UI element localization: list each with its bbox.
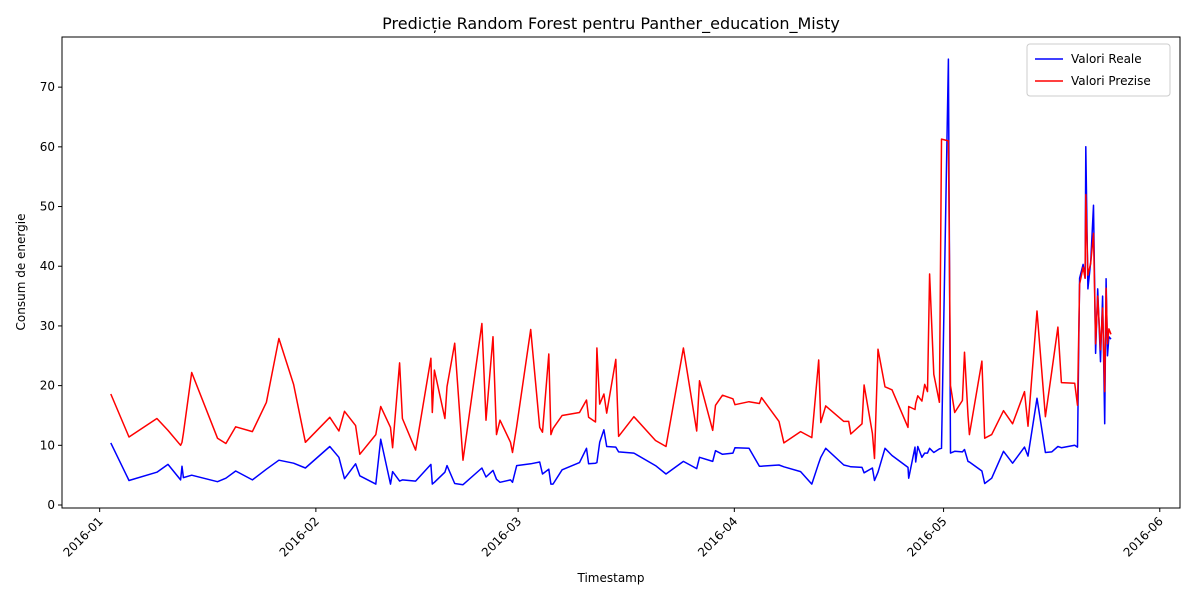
legend-label: Valori Prezise xyxy=(1071,74,1151,88)
y-tick-label: 30 xyxy=(40,319,55,333)
x-tick-label: 2016-01 xyxy=(60,514,105,559)
x-axis-label: Timestamp xyxy=(577,571,645,585)
y-tick-label: 40 xyxy=(40,259,55,273)
legend-box xyxy=(1026,43,1171,97)
series-line xyxy=(110,138,1112,461)
y-tick-label: 20 xyxy=(40,379,55,393)
y-tick-label: 0 xyxy=(47,498,55,512)
x-tick-label: 2016-06 xyxy=(1121,514,1166,559)
plot-frame xyxy=(61,36,1181,509)
y-tick-label: 60 xyxy=(40,140,55,154)
legend-label: Valori Reale xyxy=(1071,52,1142,66)
x-tick-label: 2016-04 xyxy=(695,514,740,559)
y-tick-label: 70 xyxy=(40,80,55,94)
y-tick-label: 10 xyxy=(40,438,55,452)
chart-title: Predicție Random Forest pentru Panther_e… xyxy=(382,14,840,34)
x-tick-label: 2016-05 xyxy=(904,514,949,559)
x-tick-label: 2016-03 xyxy=(479,514,524,559)
series-line xyxy=(110,58,1112,486)
legend: Valori Reale Valori Prezise xyxy=(1026,43,1171,97)
y-axis-label: Consum de energie xyxy=(14,214,28,331)
x-tick-label: 2016-02 xyxy=(277,514,322,559)
y-tick-label: 50 xyxy=(40,200,55,214)
